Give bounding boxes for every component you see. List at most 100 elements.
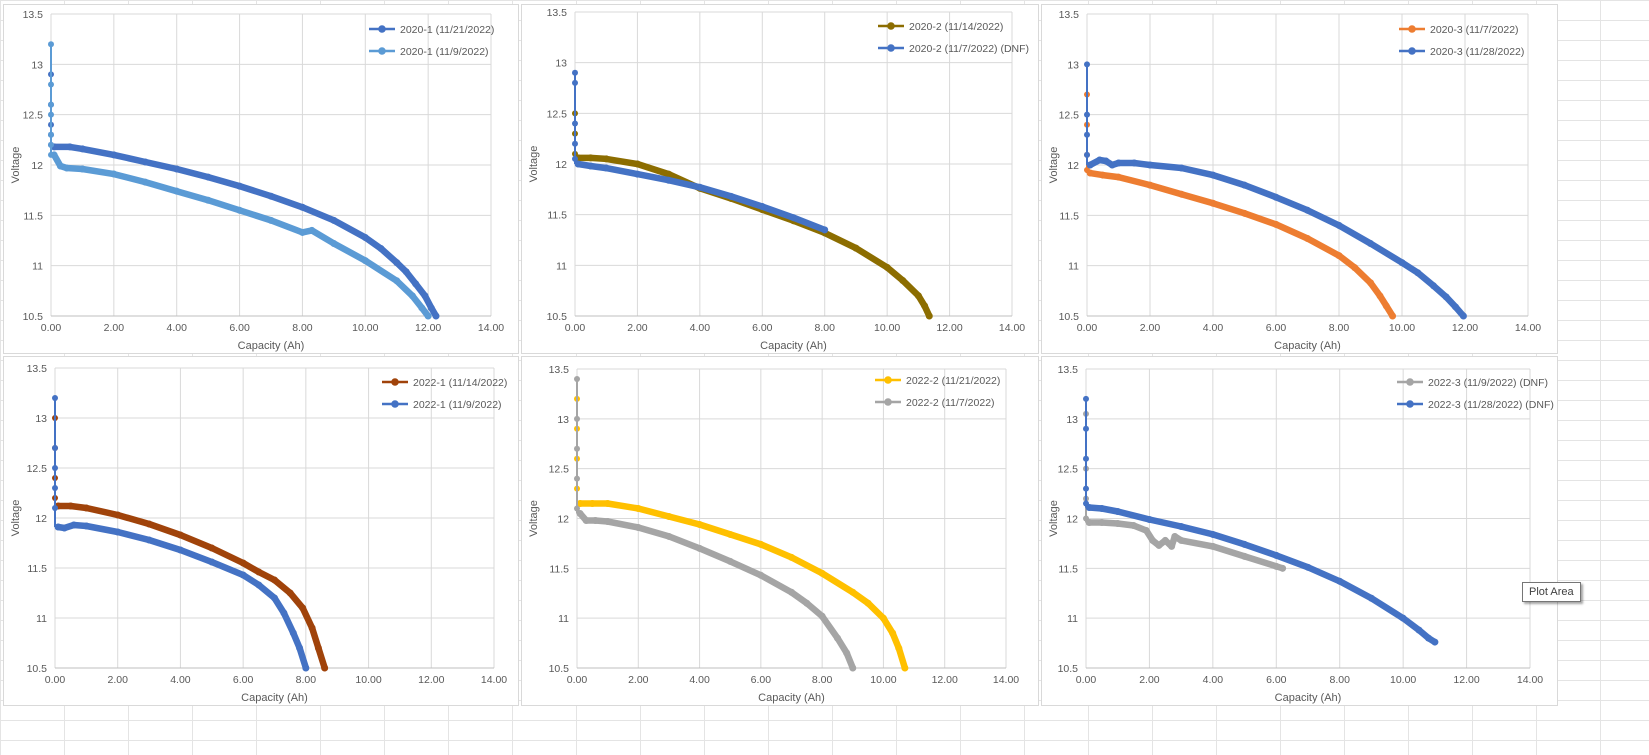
y-tick-label: 10.5	[1059, 311, 1080, 323]
legend-marker	[1406, 400, 1414, 408]
data-point	[141, 158, 149, 166]
data-point	[604, 500, 612, 508]
x-tick-label: 0.00	[565, 322, 586, 334]
legend-label: 2020-2 (11/14/2022)	[909, 21, 1003, 33]
data-point	[52, 445, 58, 451]
legend-entry: 2022-1 (11/9/2022)	[382, 399, 502, 411]
x-tick-label: 4.00	[170, 674, 191, 686]
data-point	[1382, 302, 1390, 310]
y-tick-label: 11	[1068, 261, 1079, 273]
data-point	[393, 259, 401, 267]
series-1	[52, 415, 329, 672]
data-point	[574, 415, 580, 422]
data-point	[634, 505, 642, 513]
x-tick-label: 14.00	[481, 674, 507, 686]
legend-entry: 2022-2 (11/7/2022)	[875, 397, 995, 409]
chart-2[interactable]: 0.00 2.00 4.00 6.00 8.00 10.00 12.00 14.00 10.5 1…	[521, 4, 1039, 354]
legend-entry: 2020-1 (11/9/2022)	[369, 46, 489, 58]
data-point	[1272, 551, 1280, 559]
data-point	[1115, 159, 1122, 167]
data-point	[1376, 292, 1384, 300]
data-point	[1459, 312, 1467, 320]
x-tick-label: 2.00	[628, 674, 649, 686]
chart-5[interactable]: 0.00 2.00 4.00 6.00 8.00 10.00 12.00 14.00 10.5 1…	[521, 356, 1039, 706]
data-point	[1108, 161, 1116, 169]
y-tick-label: 11	[32, 261, 43, 273]
data-point	[883, 263, 891, 271]
series-2	[48, 41, 432, 320]
legend-marker	[378, 47, 386, 55]
legend-marker	[391, 400, 399, 408]
data-point	[889, 629, 897, 637]
data-point	[582, 516, 590, 524]
data-point	[56, 162, 64, 170]
x-tick-label: 14.00	[1515, 322, 1541, 334]
legend-marker	[1408, 25, 1416, 33]
data-point	[665, 513, 673, 521]
data-point	[1083, 395, 1089, 402]
data-point	[52, 485, 58, 491]
data-point	[1083, 485, 1089, 492]
data-point	[849, 588, 857, 596]
y-tick-label: 13.5	[27, 363, 48, 375]
data-point	[665, 532, 673, 540]
chart-3[interactable]: 0.00 2.00 4.00 6.00 8.00 10.00 12.00 14.00 10.5 1…	[1041, 4, 1558, 354]
data-point	[204, 196, 212, 204]
data-point	[1098, 518, 1106, 526]
data-point	[821, 226, 829, 234]
legend-marker	[887, 22, 895, 30]
data-point	[1367, 594, 1375, 602]
y-axis-title: Voltage	[1048, 500, 1060, 537]
y-tick-label: 12.5	[1059, 110, 1080, 122]
data-point	[818, 569, 826, 577]
x-tick-label: 14.00	[478, 322, 504, 334]
data-point	[280, 609, 288, 617]
data-point	[1178, 190, 1185, 198]
legend-marker	[884, 398, 892, 406]
chart-1[interactable]: 0.00 2.00 4.00 6.00 8.00 10.00 12.00 14.00 10.5 1…	[3, 4, 519, 354]
data-point	[576, 500, 584, 508]
data-point	[1085, 504, 1093, 512]
data-point	[1130, 159, 1138, 167]
data-point	[1086, 161, 1094, 169]
y-tick-label: 13.5	[549, 364, 570, 376]
chart-svg: 0.00 2.00 4.00 6.00 8.00 10.00 12.00 14.00 10.5 1…	[10, 363, 507, 704]
data-point	[1155, 541, 1163, 549]
data-point	[790, 214, 797, 222]
data-point	[296, 644, 304, 652]
data-point	[267, 192, 275, 200]
data-point	[574, 475, 580, 482]
data-point	[1178, 164, 1185, 172]
legend-label: 2022-1 (11/14/2022)	[413, 377, 507, 389]
data-point	[176, 546, 184, 554]
legend-entry: 2020-1 (11/21/2022)	[369, 24, 494, 36]
data-point	[48, 141, 54, 148]
y-tick-label: 10.5	[23, 311, 44, 323]
x-tick-label: 10.00	[355, 674, 381, 686]
chart-6[interactable]: 0.00 2.00 4.00 6.00 8.00 10.00 12.00 14.00 10.5 1…	[1041, 356, 1558, 706]
x-tick-label: 8.00	[292, 322, 313, 334]
data-point	[48, 131, 54, 138]
data-point	[1241, 552, 1249, 560]
data-point	[289, 629, 297, 637]
data-point	[901, 664, 909, 672]
x-tick-label: 12.00	[936, 322, 962, 334]
x-tick-label: 12.00	[1453, 674, 1479, 686]
y-axis-title: Voltage	[528, 500, 540, 537]
chart-4[interactable]: 0.00 2.00 4.00 6.00 8.00 10.00 12.00 14.00 10.5 1…	[3, 356, 519, 706]
y-tick-label: 11.5	[1058, 563, 1078, 575]
data-point	[1085, 518, 1093, 526]
data-point	[52, 395, 58, 401]
x-tick-label: 6.00	[752, 322, 773, 334]
x-tick-label: 0.00	[1077, 322, 1098, 334]
data-point	[52, 505, 58, 511]
data-point	[173, 165, 181, 173]
legend-label: 2020-1 (11/9/2022)	[400, 46, 489, 58]
legend-entry: 2022-1 (11/14/2022)	[382, 377, 507, 389]
data-point	[418, 304, 426, 312]
data-point	[48, 101, 54, 108]
x-tick-label: 2.00	[104, 322, 125, 334]
data-point	[1115, 173, 1122, 181]
y-tick-label: 13	[31, 59, 43, 71]
data-point	[591, 516, 599, 524]
